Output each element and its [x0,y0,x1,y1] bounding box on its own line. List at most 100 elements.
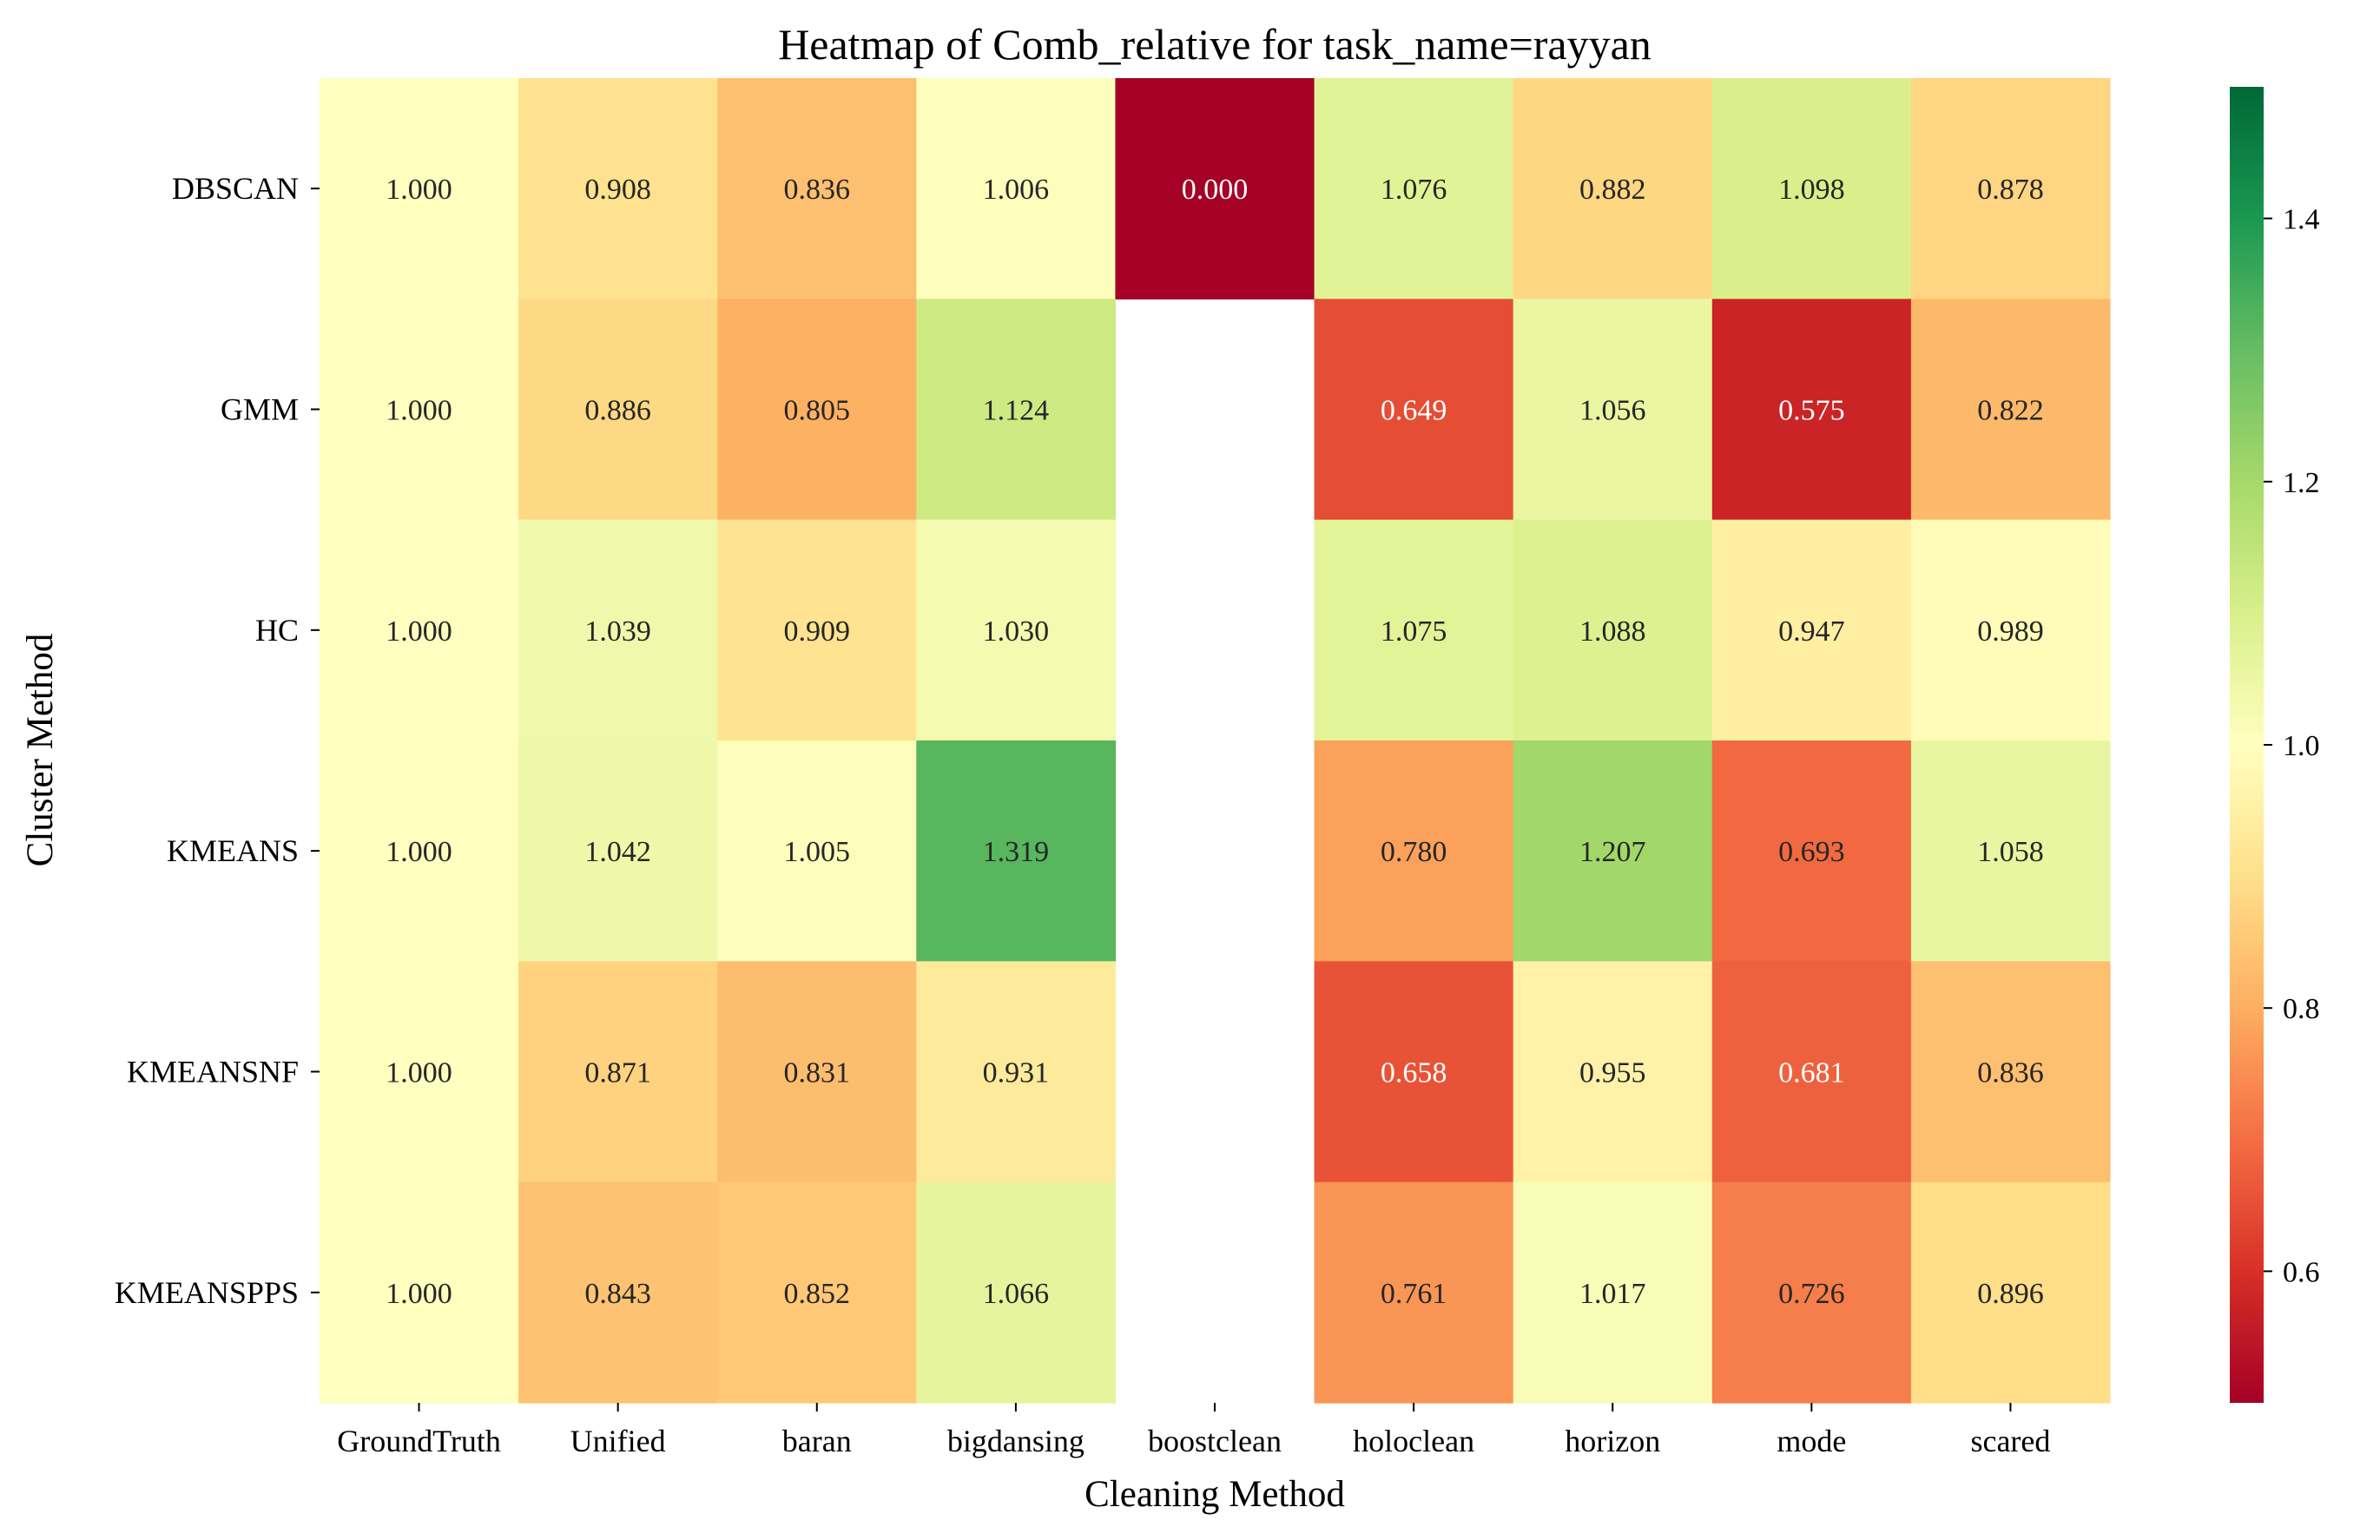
x-tick-label: bigdansing [947,1424,1085,1458]
heatmap-cell-kmeans-scared [1910,740,2111,962]
cell-value-label: 0.896 [1977,1278,2044,1310]
y-tick-label: KMEANSNF [127,1055,299,1089]
heatmap-cell-dbscan-groundtruth [320,78,519,299]
heatmap-cell-kmeans-horizon [1513,740,1713,962]
chart-title: Heatmap of Comb_relative for task_name=r… [778,20,1651,69]
cell-value-label: 0.882 [1579,174,1646,206]
cell-value-label: 0.575 [1778,395,1845,427]
heatmap-cell-kmeanspps-unified [518,1181,718,1404]
y-axis-ticks: DBSCAN GMM HC KMEANS KMEANSNF KMEANSPPS [115,171,320,1310]
cell-value-label: 0.878 [1977,174,2044,206]
cell-value-label: 0.989 [1977,615,2044,648]
cell-value-label: 0.805 [784,395,851,427]
cell-value-label: 1.098 [1778,174,1845,206]
colorbar-tick-label: 1.0 [2283,730,2320,762]
heatmap-cell-kmeans-mode [1711,740,1912,962]
heatmap-cell-dbscan-horizon [1513,78,1713,299]
cell-value-label: 0.649 [1381,395,1447,427]
heatmap-cell-kmeanspps-scared [1910,1181,2111,1404]
heatmap-cell-dbscan-baran [717,78,917,299]
colorbar-gradient [2230,87,2264,1403]
cell-value-label: 0.831 [784,1057,851,1089]
heatmap-cell-gmm-scared [1910,299,2111,521]
heatmap-cell-kmeansnf-groundtruth [320,961,519,1183]
heatmap-cell-dbscan-holoclean [1314,78,1514,299]
heatmap-cell-kmeanspps-holoclean [1314,1181,1514,1404]
heatmap-cell-kmeans-holoclean [1314,740,1514,962]
x-axis-title: Cleaning Method [1085,1474,1345,1515]
cell-value-label: 1.000 [386,395,452,427]
cell-value-label: 1.056 [1579,395,1646,427]
cell-value-label: 1.207 [1579,836,1646,868]
cell-value-label: 0.852 [784,1278,851,1310]
x-tick-label: horizon [1565,1424,1660,1458]
cell-value-label: 0.908 [584,174,651,206]
heatmap-cell-hc-horizon [1513,519,1713,741]
y-tick-label: KMEANSPPS [115,1275,299,1310]
heatmap-cell-dbscan-boostclean [1115,78,1315,299]
cell-value-label: 1.000 [386,1278,452,1310]
heatmap-cell-kmeans-unified [518,740,718,962]
x-tick-label: boostclean [1148,1424,1282,1458]
heatmap-cell-kmeansnf-unified [518,961,718,1183]
heatmap-cell-hc-mode [1711,519,1912,741]
cell-value-label: 0.955 [1579,1057,1646,1089]
colorbar-tick-label: 0.8 [2283,993,2320,1025]
y-tick-label: DBSCAN [172,171,299,206]
y-tick-label: HC [255,613,299,648]
heatmap-cell-kmeansnf-horizon [1513,961,1713,1183]
y-axis-title: Cluster Method [20,634,61,867]
x-tick-label: scared [1970,1424,2050,1458]
cell-value-label: 1.058 [1977,836,2044,868]
heatmap-cell-kmeanspps-baran [717,1181,917,1404]
x-tick-label: holoclean [1353,1424,1474,1458]
y-tick-label: KMEANS [167,833,299,868]
cell-value-label: 1.039 [584,615,651,648]
cell-value-label: 0.909 [784,615,851,648]
heatmap-cell-hc-holoclean [1314,519,1514,741]
heatmap-cell-kmeans-bigdansing [916,740,1117,962]
cell-value-label: 0.693 [1778,836,1845,868]
heatmap-cell-kmeans-baran [717,740,917,962]
cell-value-label: 1.124 [983,395,1050,427]
cell-value-label: 1.005 [784,836,851,868]
y-tick-label: GMM [221,392,299,427]
heatmap-cell-gmm-holoclean [1314,299,1514,521]
cell-value-label: 1.017 [1579,1278,1646,1310]
cell-value-label: 0.836 [1977,1057,2044,1089]
cell-value-label: 1.000 [386,1057,452,1089]
heatmap-cell-dbscan-unified [518,78,718,299]
heatmap-cell-gmm-unified [518,299,718,521]
cell-value-label: 1.030 [983,615,1050,648]
cell-value-label: 1.000 [386,615,452,648]
heatmap-cell-dbscan-mode [1711,78,1912,299]
heatmap-cell-gmm-mode [1711,299,1912,521]
heatmap-cell-dbscan-scared [1910,78,2111,299]
cell-value-label: 0.947 [1778,615,1845,648]
cell-value-label: 1.000 [386,174,452,206]
heatmap-cell-kmeanspps-horizon [1513,1181,1713,1404]
x-tick-label: baran [782,1424,852,1458]
cell-value-label: 1.066 [983,1278,1050,1310]
heatmap-cell-hc-unified [518,519,718,741]
heatmap-cell-kmeanspps-bigdansing [916,1181,1117,1404]
heatmap-cell-kmeansnf-mode [1711,961,1912,1183]
x-tick-label: mode [1777,1424,1846,1458]
heatmap-cell-kmeanspps-mode [1711,1181,1912,1404]
colorbar-tick-label: 1.4 [2283,204,2320,236]
cell-value-label: 0.658 [1381,1057,1447,1089]
x-axis-ticks: GroundTruth Unified baran bigdansing boostcl… [337,1403,2050,1458]
cell-value-label: 0.931 [983,1057,1050,1089]
cell-value-label: 1.075 [1381,615,1447,648]
heatmap-cell-kmeansnf-baran [717,961,917,1183]
heatmap-cell-hc-groundtruth [320,519,519,741]
heatmap-cells [320,78,2111,1404]
cell-value-label: 0.836 [784,174,851,206]
cell-value-label: 1.006 [983,174,1050,206]
heatmap-cell-dbscan-bigdansing [916,78,1117,299]
heatmap-cell-kmeansnf-scared [1910,961,2111,1183]
heatmap-cell-hc-scared [1910,519,2111,741]
cell-value-label: 1.000 [386,836,452,868]
